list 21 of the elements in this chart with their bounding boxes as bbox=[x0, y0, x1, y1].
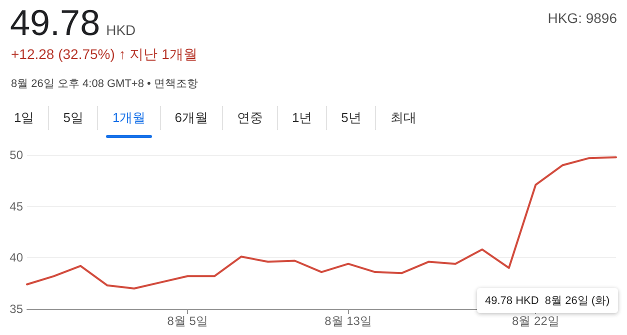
x-tick-label: 8월 13일 bbox=[324, 314, 372, 328]
chart-subtitle: +12.28 (32.75%) ↑ 지난 1개월 bbox=[11, 46, 198, 64]
text: 1일 bbox=[13, 109, 36, 127]
text: 1년 bbox=[276, 106, 326, 130]
text: 5년 bbox=[326, 106, 376, 130]
line-series bbox=[26, 156, 617, 290]
text: 1개월 bbox=[97, 106, 160, 130]
y-tick-label: 45 bbox=[10, 199, 24, 214]
chart-title: 49.78 HKD bbox=[10, 2, 136, 43]
y-tick-label: 40 bbox=[10, 250, 24, 265]
text: 연중 bbox=[222, 106, 277, 130]
x-tick-label: 8월 22일 bbox=[512, 314, 560, 328]
y-tick-label: 50 bbox=[10, 148, 24, 162]
text: HKG: 9896 bbox=[548, 10, 617, 26]
text: 최대 bbox=[375, 106, 430, 130]
x-tick-label: 8월 5일 bbox=[167, 314, 208, 328]
y-tick-label: 35 bbox=[10, 302, 24, 316]
annotation: 49.78 HKD 8월 26일 (화) bbox=[477, 288, 618, 313]
text: 6개월 bbox=[160, 106, 222, 130]
text: 5일 bbox=[48, 106, 98, 130]
text: 8월 26일 오후 4:08 GMT+8 • 면책조항 bbox=[11, 77, 198, 91]
